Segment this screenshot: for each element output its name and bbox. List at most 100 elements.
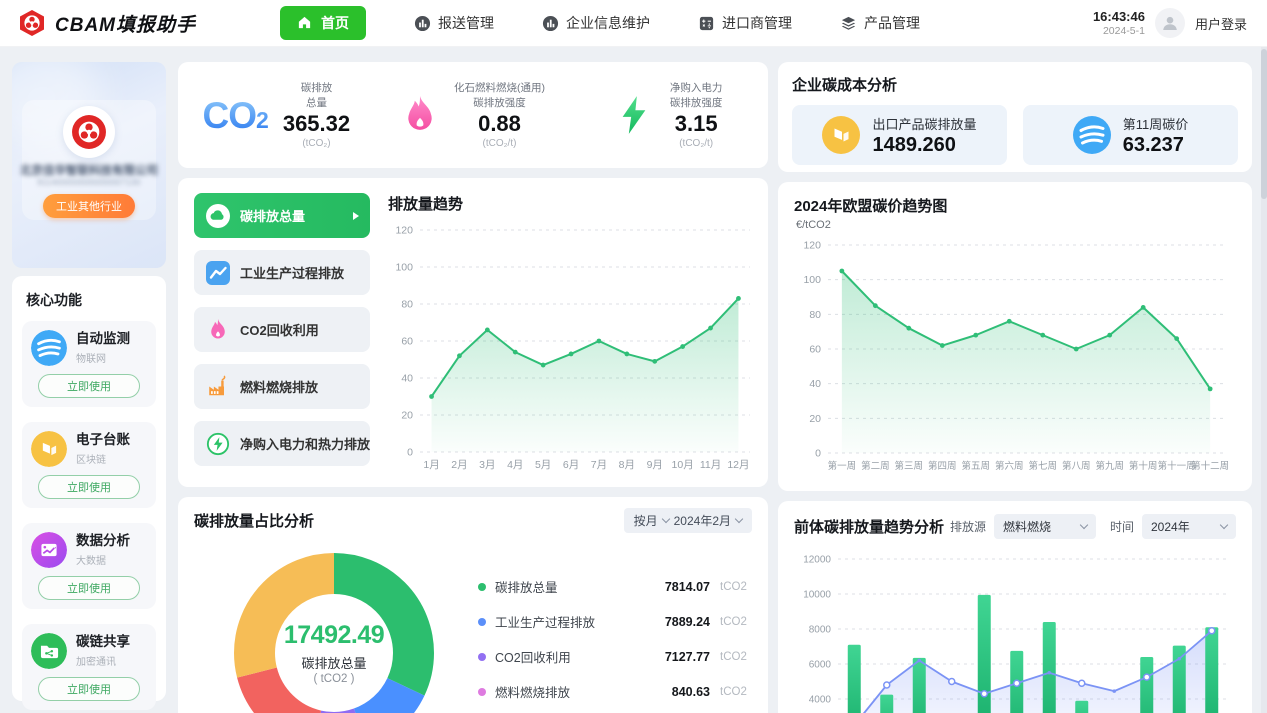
feature-title: 电子台账 xyxy=(76,432,130,448)
legend-value: 7127.77 xyxy=(664,649,710,664)
feature-subtitle: 加密通讯 xyxy=(76,656,116,668)
user-login-link[interactable]: 用户登录 xyxy=(1194,16,1247,32)
core-functions-panel: 核心功能 自动监测 物联网 立即使用 电子台账 区块链 立即使用 xyxy=(12,276,166,710)
week-carbon-price-card: 第11周碳价 63.237 xyxy=(1023,105,1238,165)
kpi-panel: CO2 碳排放 总量 365.32 (tCO₂) 化石燃料燃烧(通用) 碳排放强度 … xyxy=(178,62,768,168)
svg-text:第九周: 第九周 xyxy=(1095,460,1124,472)
donut-center: 17492.49 碳排放总量 ( tCO2 ) xyxy=(234,553,434,713)
svg-text:0: 0 xyxy=(407,447,413,459)
legend-row: 工业生产过程排放 7889.24 tCO2 xyxy=(478,612,754,631)
company-code: 911400000000000007130 xyxy=(37,178,141,187)
filter-mode[interactable]: 按月 xyxy=(633,514,658,528)
use-now-button[interactable]: 立即使用 xyxy=(38,576,140,600)
svg-text:4000: 4000 xyxy=(809,695,832,706)
chevron-down-icon xyxy=(734,514,744,524)
legend-unit: tCO2 xyxy=(720,685,747,698)
carbon-cost-title: 企业碳成本分析 xyxy=(792,77,898,94)
svg-text:第五周: 第五周 xyxy=(962,460,991,472)
carbon-cost-panel: 企业碳成本分析 出口产品碳排放量 1489.260 第11周碳价 63.237 xyxy=(778,62,1252,172)
svg-text:100: 100 xyxy=(803,274,821,286)
nav-enterprise-label: 企业信息维护 xyxy=(566,15,650,31)
source-dropdown[interactable]: 燃料燃烧 xyxy=(993,514,1096,539)
svg-text:第十一周: 第十一周 xyxy=(1158,460,1196,472)
svg-text:1月: 1月 xyxy=(423,459,439,471)
svg-text:12月: 12月 xyxy=(727,459,749,471)
svg-text:120: 120 xyxy=(395,225,413,237)
menu-fuel-combustion[interactable]: 燃料燃烧排放 xyxy=(194,364,370,409)
left-sidebar: 北京佳华智联科技有限公司 911400000000000007130 工业其他行… xyxy=(12,62,166,710)
precursor-title: 前体碳排放量趋势分析 xyxy=(794,519,945,536)
kpi-label: 净购入电力 xyxy=(669,81,723,94)
svg-text:40: 40 xyxy=(401,373,413,385)
kpi-fossil-intensity: 化石燃料燃烧(通用) 碳排放强度 0.88 (tCO₂/t) xyxy=(375,81,572,149)
flame-icon xyxy=(401,94,439,136)
menu-total-emission[interactable]: 碳排放总量 xyxy=(194,193,370,238)
app-title: CBAM填报助手 xyxy=(55,14,196,36)
feature-card-data-analysis: 数据分析 大数据 立即使用 xyxy=(22,523,156,609)
legend-dot xyxy=(478,687,486,696)
scrollbar-thumb[interactable] xyxy=(1261,49,1267,199)
svg-text:第八周: 第八周 xyxy=(1062,460,1091,472)
time-dropdown[interactable]: 2024年 xyxy=(1142,514,1236,539)
menu-item-label: CO2回收利用 xyxy=(240,323,319,338)
export-emission-card: 出口产品碳排放量 1489.260 xyxy=(792,105,1007,165)
bolt-circle-icon xyxy=(205,431,231,457)
svg-text:第二周: 第二周 xyxy=(861,460,890,472)
menu-item-label: 工业生产过程排放 xyxy=(240,266,345,281)
emission-trend-title: 排放量趋势 xyxy=(388,196,464,213)
factory-icon xyxy=(205,374,231,400)
menu-industrial-process[interactable]: 工业生产过程排放 xyxy=(194,250,370,295)
eu-price-unit-label: €/tCO2 xyxy=(796,219,831,231)
cost-card-value: 1489.260 xyxy=(872,133,956,156)
nav-importer-management[interactable]: 进口商管理 xyxy=(698,13,792,33)
legend-unit: tCO2 xyxy=(720,650,747,663)
kpi-unit: (tCO₂/t) xyxy=(482,138,517,150)
svg-text:第四周: 第四周 xyxy=(928,460,957,472)
header-right: 16:43:46 2024-5-1 用户登录 xyxy=(1093,8,1267,38)
folder-share-icon xyxy=(31,633,67,669)
line-chart-icon xyxy=(205,260,231,286)
donut-total-value: 17492.49 xyxy=(283,621,385,649)
feature-card-eledger: 电子台账 区块链 立即使用 xyxy=(22,422,156,508)
svg-text:3月: 3月 xyxy=(479,459,495,471)
feature-card-carbon-share: 碳链共享 加密通讯 立即使用 xyxy=(22,624,156,710)
svg-text:第七周: 第七周 xyxy=(1028,460,1057,472)
main-column: CO2 碳排放 总量 365.32 (tCO₂) 化石燃料燃烧(通用) 碳排放强度 … xyxy=(178,62,768,713)
kpi-label: 化石燃料燃烧(通用) xyxy=(454,81,545,94)
svg-text:第十周: 第十周 xyxy=(1129,460,1158,472)
chevron-down-icon xyxy=(1219,520,1229,530)
use-now-button[interactable]: 立即使用 xyxy=(38,677,140,701)
nav-report-management[interactable]: 报送管理 xyxy=(414,13,494,33)
ledger-icon xyxy=(31,431,67,467)
menu-purchased-power-heat[interactable]: 净购入电力和热力排放 xyxy=(194,421,370,466)
menu-co2-recovery[interactable]: CO2回收利用 xyxy=(194,307,370,352)
emission-share-panel: 碳排放量占比分析 按月 2024年2月 17492.49 碳排放总量 ( tCO… xyxy=(178,497,768,713)
arrow-right-icon xyxy=(353,211,359,220)
svg-text:0: 0 xyxy=(815,448,821,460)
company-logo-icon xyxy=(63,106,115,158)
use-now-button[interactable]: 立即使用 xyxy=(38,475,140,499)
svg-text:60: 60 xyxy=(809,344,821,356)
user-avatar[interactable] xyxy=(1154,8,1185,38)
menu-item-label: 燃料燃烧排放 xyxy=(240,380,319,395)
globe-icon xyxy=(31,330,67,366)
company-name: 北京佳华智联科技有限公司 xyxy=(20,165,158,177)
use-now-button[interactable]: 立即使用 xyxy=(38,374,140,398)
report-chart-icon xyxy=(414,15,431,32)
nav-home[interactable]: 首页 xyxy=(280,6,366,40)
filter-period[interactable]: 2024年2月 xyxy=(673,514,731,528)
svg-text:9月: 9月 xyxy=(647,459,663,471)
nav-enterprise-info[interactable]: 企业信息维护 xyxy=(542,13,650,33)
svg-text:40: 40 xyxy=(809,378,821,390)
kpi-unit: (tCO₂) xyxy=(302,138,331,150)
legend-dot xyxy=(478,652,486,661)
nav-product-management[interactable]: 产品管理 xyxy=(840,13,920,33)
page-scrollbar[interactable] xyxy=(1261,47,1267,713)
donut-label: 碳排放总量 xyxy=(301,656,367,671)
co2-text-icon: CO2 xyxy=(202,94,268,136)
feature-title: 碳链共享 xyxy=(76,634,130,650)
svg-text:10000: 10000 xyxy=(803,590,831,601)
clock-time: 16:43:46 xyxy=(1092,8,1145,24)
clock-date: 2024-5-1 xyxy=(1102,24,1145,37)
period-filter-dropdown[interactable]: 按月 2024年2月 xyxy=(623,508,752,533)
